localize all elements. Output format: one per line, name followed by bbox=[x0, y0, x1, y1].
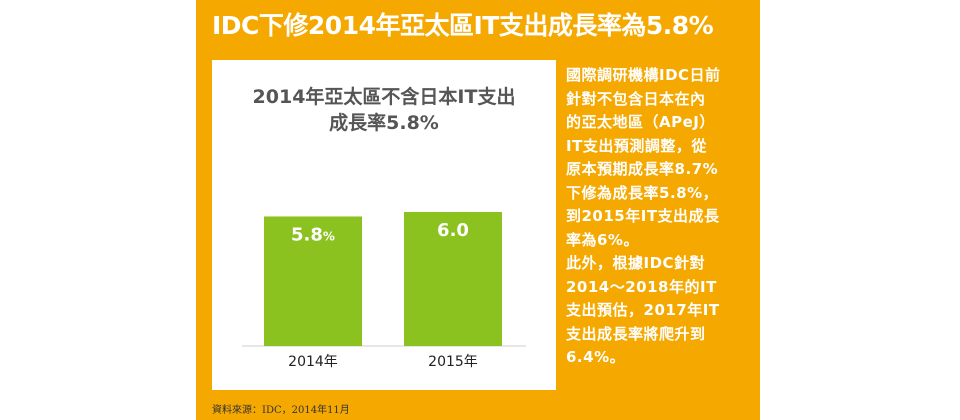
bar-1 bbox=[264, 216, 362, 346]
description-line: 原本預期成長率8.7% bbox=[566, 160, 719, 178]
source-note: 資料來源：IDC，2014年11月 bbox=[212, 405, 350, 416]
description-line: 下修為成長率5.8%， bbox=[566, 183, 719, 202]
description-line: 支出預估，2017年IT bbox=[566, 301, 720, 319]
description-line: 的亞太地區（APeJ） bbox=[566, 113, 715, 131]
description-line: 6.4%。 bbox=[566, 348, 626, 366]
description-line: 率為6%。 bbox=[566, 230, 639, 249]
data-label-unit: % bbox=[323, 229, 335, 243]
description-line: 支出成長率將爬升到 bbox=[566, 324, 706, 343]
bar-2 bbox=[404, 212, 502, 346]
data-label-value: 6.0 bbox=[437, 220, 469, 241]
data-label-2: 6.0 bbox=[437, 220, 469, 241]
chart-title-line-1: 2014年亞太區不含日本IT支出 bbox=[252, 86, 516, 108]
bar-chart: 5.8% 2014年 6.0 2015年 bbox=[242, 212, 526, 370]
description-line: 到2015年IT支出成長 bbox=[566, 207, 720, 225]
description-text: 國際調研機構IDC日前 針對不包含日本在內 的亞太地區（APeJ） IT支出預測調整，… bbox=[566, 64, 746, 370]
headline: IDC下修2014年亞太區IT支出成長率為5.8% bbox=[212, 11, 714, 40]
description-line: 2014～2018年的IT bbox=[566, 277, 717, 296]
data-label-1: 5.8% bbox=[291, 224, 335, 245]
description-line: 此外，根據IDC針對 bbox=[566, 254, 706, 272]
description-line: IT支出預測調整，從 bbox=[566, 136, 707, 155]
chart-title-line-2: 成長率5.8% bbox=[329, 112, 439, 134]
chart-box: 2014年亞太區不含日本IT支出 成長率5.8% 5.8% 2014年 6.0 201… bbox=[212, 60, 556, 390]
description-line: 國際調研機構IDC日前 bbox=[566, 66, 721, 84]
chart-title: 2014年亞太區不含日本IT支出 成長率5.8% bbox=[212, 84, 556, 136]
data-label-value: 5.8 bbox=[291, 224, 323, 245]
x-tick-label-1: 2014年 bbox=[288, 354, 338, 370]
description-line: 針對不包含日本在內 bbox=[566, 89, 706, 108]
x-tick-label-2: 2015年 bbox=[428, 354, 478, 370]
